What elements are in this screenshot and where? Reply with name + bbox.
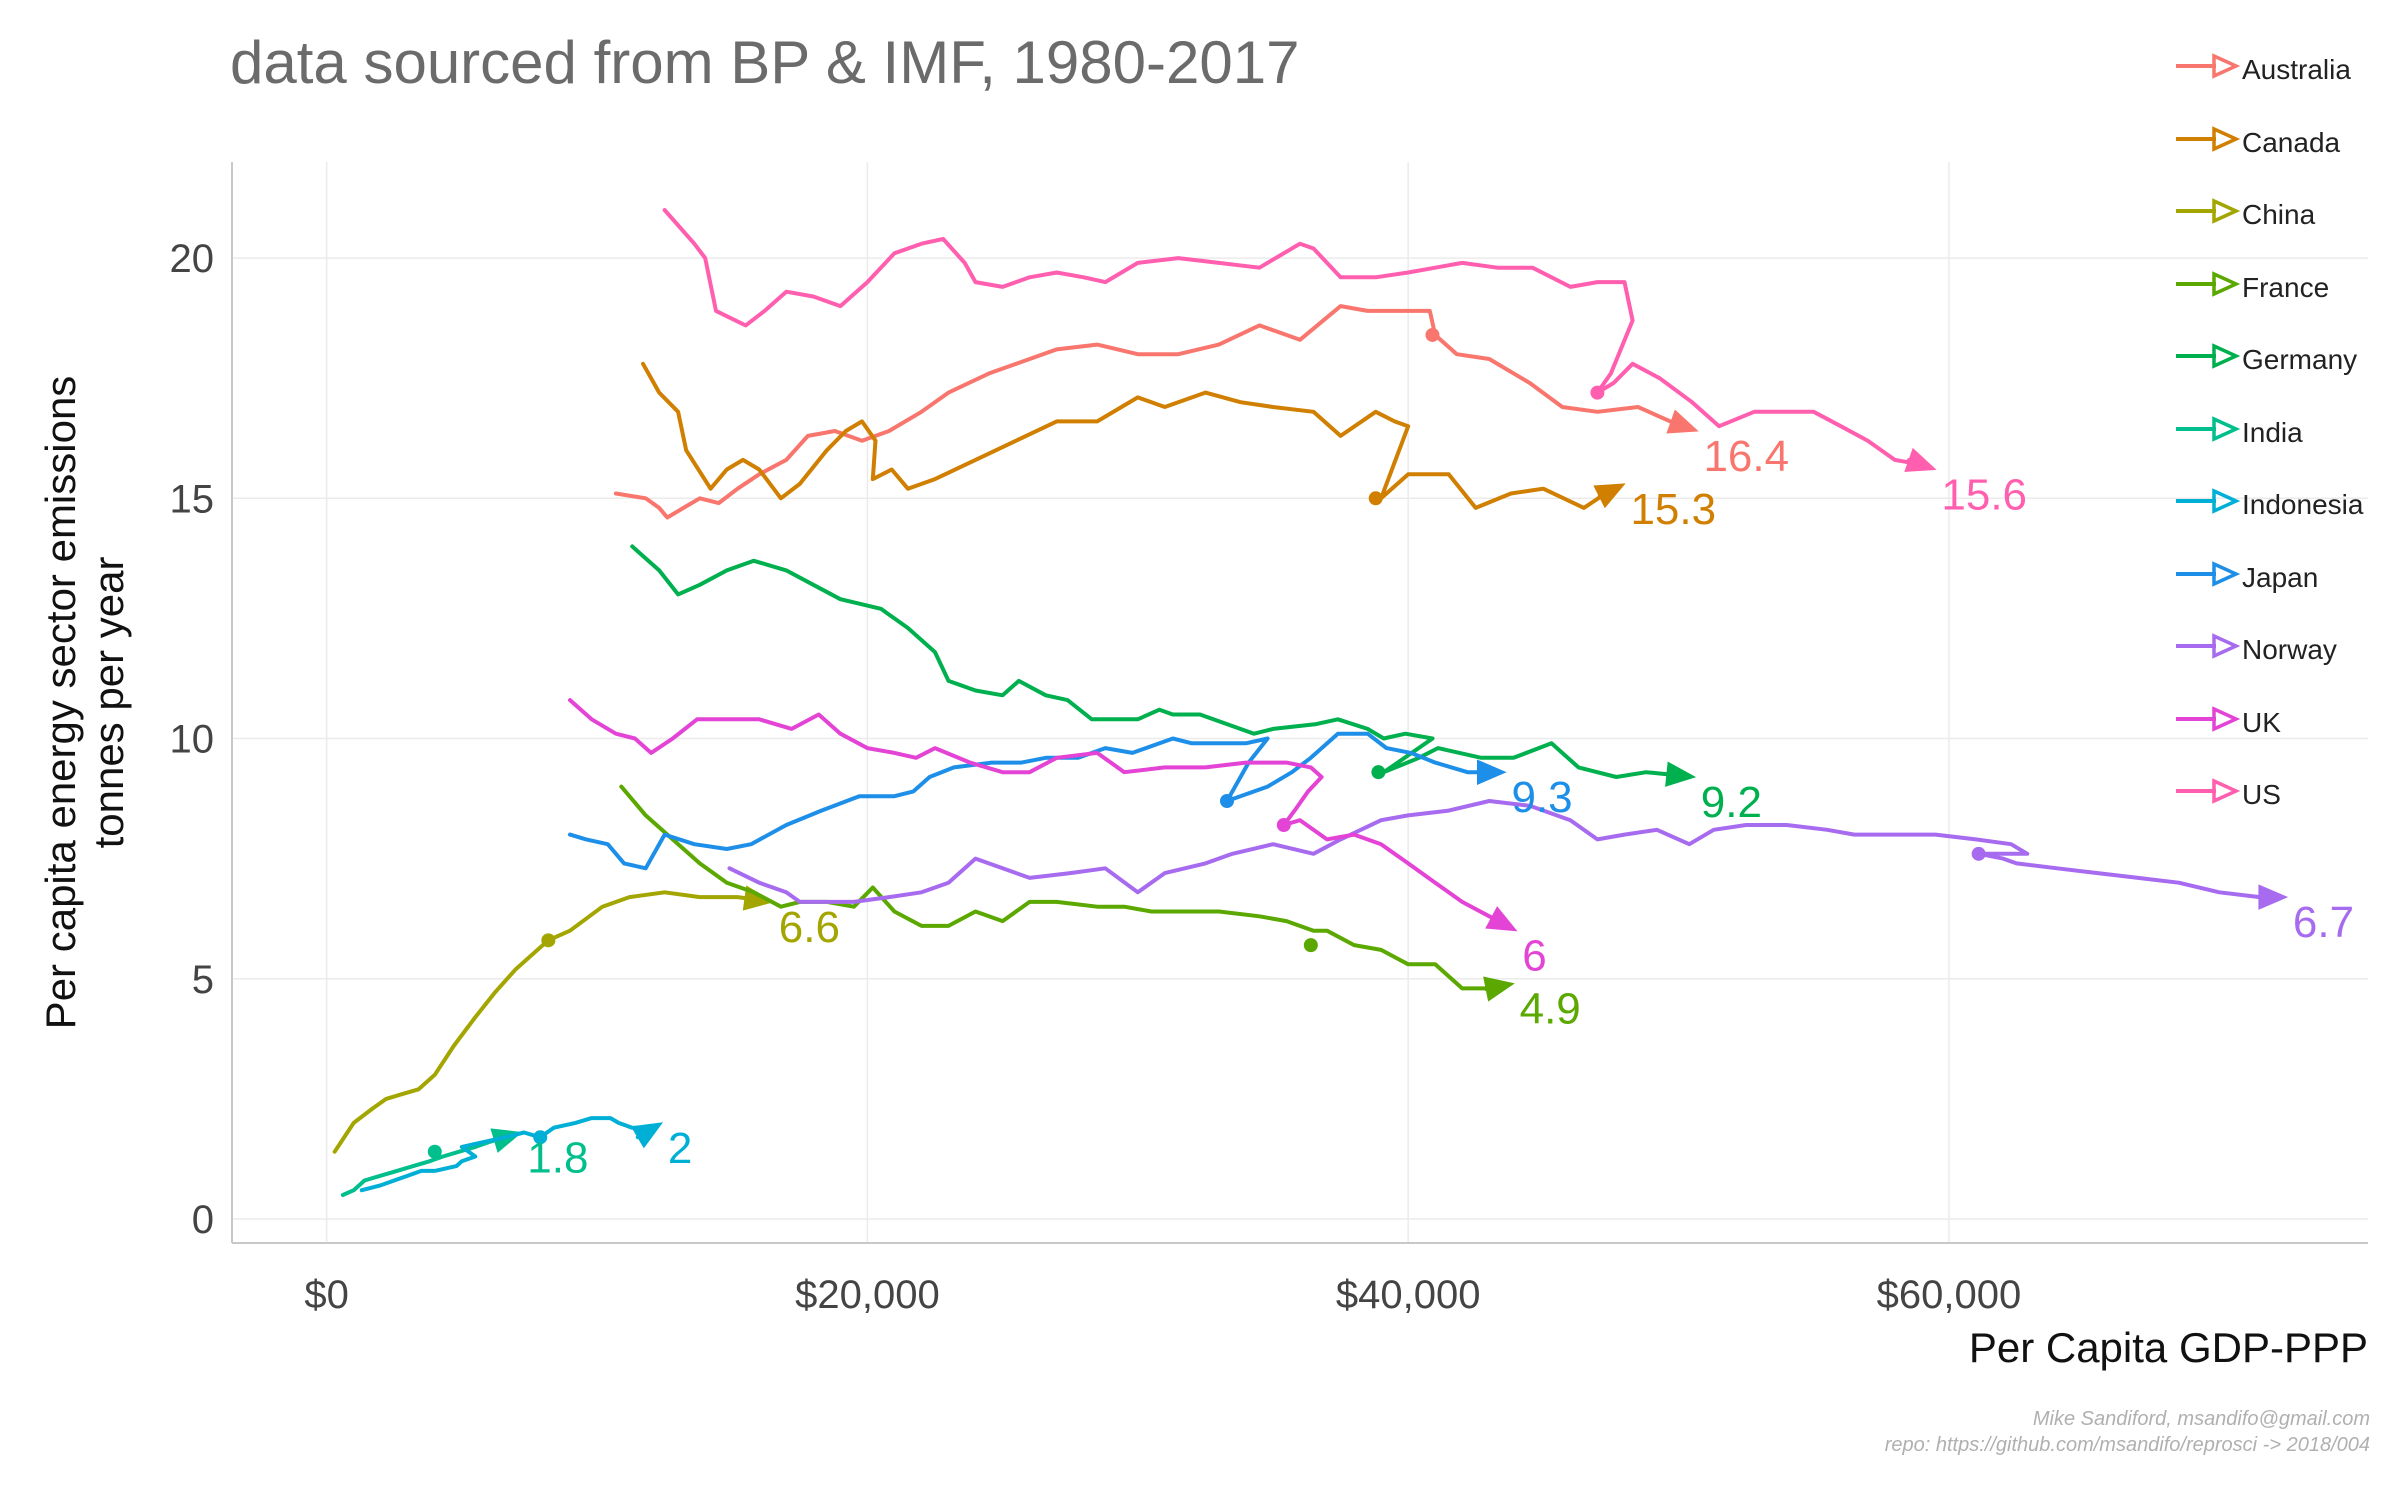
- series-layer: [332, 208, 2289, 1197]
- series-marker-japan: [1219, 793, 1234, 808]
- legend-key-uk: [2176, 705, 2240, 732]
- credit-repo: repo: https://github.com/msandifo/repros…: [1884, 1434, 2370, 1456]
- legend-key-japan: [2176, 560, 2240, 587]
- series-line-australia: [613, 304, 1674, 520]
- series-marker-china: [541, 933, 556, 948]
- series-line-norway: [727, 799, 2262, 904]
- y-tick-label: 20: [170, 237, 215, 281]
- y-tick-label: 15: [170, 477, 215, 521]
- legend-key-indonesia: [2176, 488, 2240, 514]
- chart-subtitle: data sourced from BP & IMF, 1980-2017: [230, 29, 1300, 96]
- end-label-australia: 16.4: [1703, 432, 1789, 481]
- series-arrowhead-australia: [1666, 409, 1699, 434]
- legend-key-canada: [2176, 125, 2240, 152]
- series-line-canada: [641, 361, 1608, 510]
- series-arrowhead-japan: [1477, 759, 1507, 785]
- series-arrowhead-norway: [2258, 884, 2289, 910]
- series-line-india: [340, 1135, 508, 1197]
- legend-key-norway: [2176, 633, 2240, 659]
- end-label-japan: 9.3: [1511, 773, 1572, 822]
- y-tick-label: 10: [170, 718, 215, 762]
- legend-label-indonesia: Indonesia: [2242, 489, 2364, 520]
- end-label-canada: 15.3: [1630, 485, 1716, 534]
- x-tick-label: $60,000: [1877, 1273, 2022, 1317]
- series-arrowhead-france: [1483, 976, 1515, 1002]
- x-tick-label: $20,000: [795, 1273, 940, 1317]
- series-line-japan: [568, 731, 1480, 871]
- legend-label-us: US: [2242, 779, 2281, 810]
- series-line-indonesia: [359, 1116, 656, 1193]
- legend-key-germany: [2176, 343, 2240, 369]
- legend-label-china: China: [2242, 199, 2316, 230]
- x-tick-label: $40,000: [1336, 1273, 1481, 1317]
- end-label-us: 15.6: [1941, 470, 2027, 519]
- end-label-france: 4.9: [1520, 985, 1581, 1034]
- x-tick-label: $0: [304, 1273, 349, 1317]
- legend-label-canada: Canada: [2242, 126, 2341, 158]
- legend-key-india: [2176, 415, 2240, 442]
- y-tick-label: 5: [192, 958, 214, 1002]
- credit-author: Mike Sandiford, msandifo@gmail.com: [2032, 1408, 2370, 1430]
- y-axis-title-line2: tonnes per year: [85, 557, 132, 849]
- legend-label-norway: Norway: [2242, 634, 2337, 665]
- series-marker-canada: [1368, 491, 1383, 506]
- series-marker-germany: [1371, 765, 1386, 780]
- legend-key-australia: [2176, 53, 2240, 79]
- legend-label-japan: Japan: [2242, 561, 2319, 593]
- series-marker-australia: [1425, 327, 1440, 342]
- end-label-uk: 6: [1522, 932, 1546, 981]
- end-labels: 16.415.3 6.6 4.9 9.2 1.8 2 9.3 6.7 6 15.6: [527, 432, 2354, 1182]
- legend-label-france: France: [2242, 271, 2330, 303]
- end-label-norway: 6.7: [2293, 898, 2354, 947]
- end-label-india: 1.8: [527, 1133, 588, 1182]
- legend-label-germany: Germany: [2242, 344, 2358, 375]
- series-marker-india: [427, 1144, 442, 1159]
- series-arrowhead-us: [1904, 447, 1937, 472]
- series-marker-norway: [1971, 846, 1986, 861]
- y-axis-title-line1: Per capita energy sector emissions: [37, 376, 84, 1030]
- series-line-germany: [630, 544, 1669, 779]
- series-marker-france: [1303, 938, 1318, 953]
- tick-labels: $0 $20,000 $40,000 $60,000 0 5 10 15 20: [170, 237, 2022, 1317]
- series-arrowhead-germany: [1665, 761, 1697, 787]
- legend-key-us: [2176, 778, 2240, 804]
- series-marker-indonesia: [533, 1130, 548, 1145]
- legend-label-india: India: [2242, 416, 2303, 448]
- series-arrowhead-indonesia: [630, 1122, 663, 1149]
- series-line-france: [619, 784, 1492, 991]
- x-axis-title: Per Capita GDP-PPP: [1969, 1324, 2368, 1371]
- end-label-germany: 9.2: [1701, 778, 1762, 827]
- axes: [231, 162, 2368, 1244]
- end-label-indonesia: 2: [668, 1124, 692, 1173]
- series-line-uk: [568, 698, 1494, 920]
- series-line-china: [332, 890, 747, 1154]
- legend-label-australia: Australia: [2242, 54, 2351, 85]
- series-line-us: [662, 208, 1924, 467]
- end-label-china: 6.6: [779, 903, 840, 952]
- grid: [232, 162, 2368, 1243]
- legend-label-uk: UK: [2242, 706, 2281, 738]
- series-arrowhead-canada: [1593, 483, 1626, 509]
- axis-titles: Per Capita GDP-PPP Per capita energy sect…: [37, 376, 2368, 1371]
- y-tick-label: 0: [192, 1198, 214, 1242]
- legend-key-china: [2176, 198, 2240, 224]
- series-arrowhead-uk: [1485, 906, 1518, 932]
- series-marker-us: [1590, 385, 1605, 400]
- series-marker-uk: [1276, 818, 1291, 833]
- legend-key-france: [2176, 270, 2240, 297]
